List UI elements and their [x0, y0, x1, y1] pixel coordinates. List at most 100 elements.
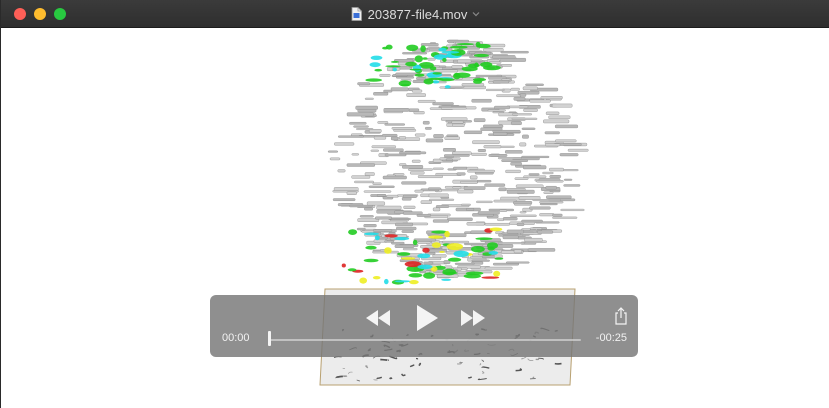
- slice-texture: [415, 357, 419, 360]
- playhead[interactable]: [268, 331, 271, 346]
- labeled-structure: [363, 258, 379, 263]
- tissue-strand: [393, 129, 417, 132]
- tissue-strand: [402, 194, 417, 198]
- tissue-strand: [376, 205, 402, 210]
- tissue-strand: [544, 131, 560, 135]
- tissue-strand: [376, 194, 387, 197]
- tissue-strand: [475, 179, 492, 183]
- labeled-structure: [441, 278, 452, 281]
- rewind-icon[interactable]: [365, 309, 391, 327]
- labeled-structure: [442, 268, 457, 276]
- tissue-strand: [463, 186, 486, 190]
- tissue-strand: [452, 123, 465, 127]
- tissue-strand: [391, 136, 399, 141]
- title-bar[interactable]: 203877-file4.mov: [1, 0, 829, 28]
- labeled-structure: [475, 237, 493, 240]
- tissue-strand: [457, 59, 472, 64]
- tissue-strand: [432, 254, 447, 258]
- tissue-strand: [417, 241, 431, 244]
- tissue-strand: [456, 172, 466, 176]
- tissue-strand: [501, 159, 528, 162]
- tissue-strand: [414, 189, 424, 193]
- labeled-structure: [365, 78, 383, 82]
- tissue-strand: [377, 121, 389, 124]
- tissue-strand: [555, 124, 579, 129]
- tissue-strand: [351, 175, 371, 179]
- document-icon: [351, 7, 362, 21]
- tissue-strand: [452, 186, 462, 189]
- labeled-structure: [394, 237, 410, 241]
- labeled-structure: [405, 61, 417, 67]
- tissue-strand: [332, 198, 356, 201]
- tissue-strand: [408, 108, 420, 112]
- tissue-strand: [439, 188, 460, 192]
- labeled-structure: [374, 68, 383, 72]
- slice-texture: [376, 376, 383, 379]
- tissue-strand: [364, 97, 374, 100]
- tissue-strand: [363, 190, 392, 193]
- tissue-strand: [539, 213, 555, 217]
- tissue-strand: [432, 167, 444, 170]
- slice-texture: [477, 378, 487, 381]
- tissue-strand: [518, 196, 541, 200]
- labeled-structure: [417, 264, 433, 270]
- video-area[interactable]: 00:00 -00:25: [2, 28, 829, 408]
- labeled-structure: [444, 85, 451, 89]
- tissue-strand: [506, 229, 524, 234]
- tissue-strand: [369, 129, 382, 133]
- labeled-structure: [432, 80, 440, 84]
- scrubber-track[interactable]: [270, 339, 581, 341]
- tissue-strand: [391, 241, 405, 245]
- slice-texture: [409, 364, 415, 368]
- labeled-structure: [422, 247, 430, 253]
- tissue-strand: [545, 143, 561, 147]
- play-icon[interactable]: [415, 304, 439, 332]
- tissue-strand: [363, 224, 377, 228]
- tissue-strand: [473, 118, 486, 122]
- tissue-strand: [432, 219, 450, 223]
- tissue-strand: [359, 215, 374, 218]
- tissue-strand: [542, 171, 554, 175]
- labeled-structure: [456, 43, 475, 46]
- tissue-strand: [461, 85, 486, 90]
- labeled-structure: [406, 44, 419, 51]
- tissue-strand: [425, 138, 444, 143]
- slice-texture: [532, 376, 535, 379]
- tissue-strand: [499, 209, 508, 212]
- tissue-strand: [420, 43, 439, 47]
- tissue-strand: [433, 69, 459, 73]
- tissue-strand: [357, 82, 371, 86]
- tissue-strand: [496, 94, 522, 97]
- tissue-strand: [511, 121, 522, 125]
- tissue-strand: [523, 165, 547, 170]
- labeled-structure: [414, 73, 425, 77]
- tissue-strand: [505, 150, 523, 154]
- zoom-window-button[interactable]: [54, 8, 66, 20]
- share-icon[interactable]: [614, 307, 628, 325]
- close-window-button[interactable]: [14, 8, 26, 20]
- labeled-structure: [480, 61, 493, 68]
- labeled-structure: [365, 245, 377, 250]
- tissue-strand: [401, 181, 427, 185]
- tissue-strand: [354, 180, 374, 184]
- window-title[interactable]: 203877-file4.mov: [367, 6, 468, 22]
- fast-forward-icon[interactable]: [460, 309, 486, 327]
- slice-texture: [481, 366, 490, 369]
- tissue-strand: [396, 226, 417, 231]
- tissue-strand: [506, 189, 535, 194]
- tissue-strand: [498, 187, 507, 192]
- tissue-strand: [563, 178, 573, 181]
- tissue-strand: [539, 203, 558, 206]
- tissue-strand: [461, 203, 471, 206]
- tissue-strand: [411, 159, 421, 163]
- tissue-strand: [519, 93, 527, 97]
- tissue-strand: [368, 185, 395, 188]
- tissue-strand: [433, 134, 444, 139]
- tissue-strand: [416, 213, 431, 217]
- tissue-strand: [429, 198, 455, 201]
- minimize-window-button[interactable]: [34, 8, 46, 20]
- tissue-strand: [356, 227, 366, 231]
- chevron-down-icon[interactable]: [472, 11, 480, 17]
- tissue-strand: [366, 201, 386, 206]
- tissue-strand: [373, 92, 389, 96]
